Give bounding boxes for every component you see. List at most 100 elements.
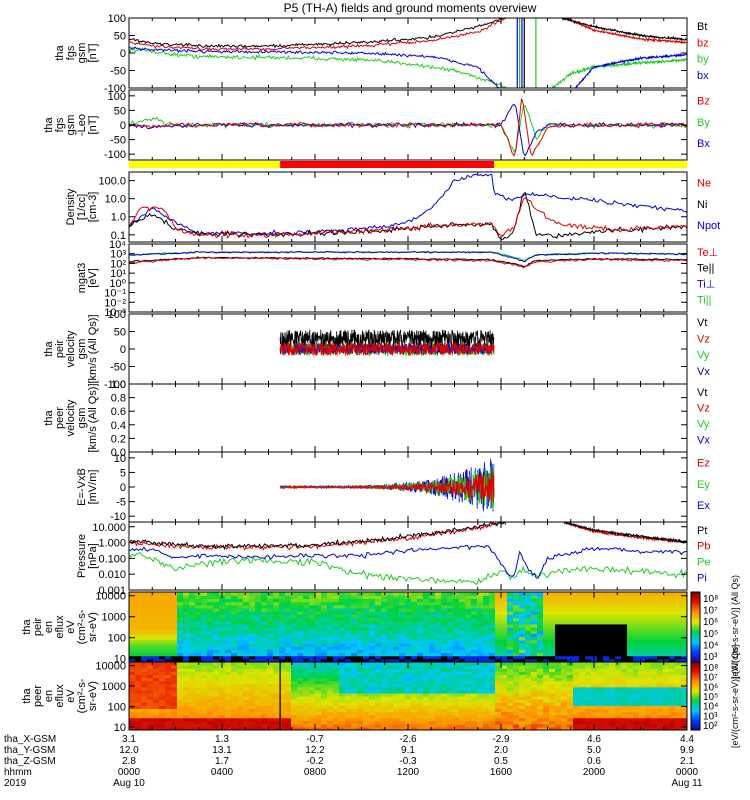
spectrogram-cell [633,598,640,603]
spectrogram-cell [579,639,586,644]
spectrogram-cell [171,639,178,644]
spectrogram-cell [303,611,310,615]
spectrogram-cell [195,668,202,672]
spectrogram-cell [663,598,670,603]
spectrogram-cell [681,604,687,609]
spectrogram-cell [417,646,424,650]
spectrogram-cell [231,680,238,685]
spectrogram-cell [561,617,568,622]
spectrogram-cell [471,646,478,650]
spectrogram-cell [489,696,496,700]
y-axis-label: [nPa] [87,543,99,569]
spectrogram-cell [183,620,190,625]
spectrogram-cell [315,714,322,719]
spectrogram-cell [177,627,184,631]
spectrogram-cell [309,604,316,609]
spectrogram-cell [261,662,268,666]
spectrogram-cell [453,683,460,688]
spectrogram-cell [213,683,220,688]
spectrogram-cell [531,717,538,722]
spectrogram-cell [561,705,568,709]
spectrogram-cell [615,692,622,697]
spectrogram-cell [369,607,376,612]
spectrogram-cell [447,639,454,644]
spectrogram-cell [513,617,520,622]
spectrogram-cell [489,655,496,660]
spectrogram-cell [513,620,520,625]
spectrogram-cell [333,595,340,599]
spectrogram-cell [549,708,556,713]
spectrogram-cell [363,726,370,730]
spectrogram-cell [267,714,274,719]
spectrogram-cell [579,717,586,722]
spectrogram-cell [381,620,388,625]
spectrogram-cell [555,595,562,599]
spectrogram-cell [645,598,652,603]
spectrogram-cell [423,655,430,660]
spectrogram-cell [345,617,352,622]
spectrogram-cell [573,614,580,619]
spectrogram-cell [291,699,298,703]
spectrogram-cell [327,665,334,669]
spectrogram-cell [279,630,286,634]
spectrogram-cell [171,630,178,634]
spectrogram-cell [621,655,628,660]
spectrogram-cell [219,652,226,657]
spectrogram-cell [537,611,544,615]
spectrogram-cell [639,717,646,722]
legend-entry-vy: Vy [697,350,710,362]
spectrogram-cell [153,723,160,728]
spectrogram-cell [345,630,352,634]
spectrogram-cell [261,665,268,669]
spectrogram-cell [363,668,370,672]
spectrogram-cell [513,649,520,654]
spectrogram-cell [279,671,286,675]
spectrogram-cell [327,598,334,603]
spectrogram-cell [303,696,310,700]
spectrogram-cell [159,714,166,719]
spectrogram-cell [489,723,496,728]
legend-entry-vz: Vz [697,333,710,345]
spectrogram-cell [597,699,604,703]
spectrogram-cell [627,623,634,628]
spectrogram-cell [399,717,406,722]
spectrogram-cell [195,714,202,719]
spectrogram-cell [549,595,556,599]
series-line-green [129,47,508,88]
spectrogram-cell [435,702,442,706]
spectrogram-cell [297,655,304,660]
spectrogram-cell [585,607,592,612]
spectrogram-cell [525,611,532,615]
spectrogram-cell [495,702,502,706]
spectrogram-cell [657,696,664,700]
spectrogram-cell [189,614,196,619]
spectrogram-cell [405,642,412,647]
spectrogram-cell [615,671,622,675]
spectrogram-cell [297,627,304,631]
spectrogram-cell [441,726,448,730]
spectrogram-cell [423,649,430,654]
spectrogram-cell [261,714,268,719]
spectrogram-cell [585,601,592,606]
spectrogram-cell [597,705,604,709]
spectrogram-cell [573,652,580,657]
spectrogram-cell [309,592,316,596]
spectrogram-cell [531,683,538,688]
spectrogram-cell [321,674,328,679]
spectrogram-cell [303,595,310,599]
spectrogram-cell [147,633,154,638]
spectrogram-cell [273,617,280,622]
spectrogram-cell [531,604,538,609]
spectrogram-cell [177,601,184,606]
y-tick-label: 10 [114,453,126,465]
spectrogram-cell [507,623,514,628]
spectrogram-cell [315,652,322,657]
spectrogram-cell [567,674,574,679]
spectrogram-cell [285,607,292,612]
spectrogram-cell [561,680,568,685]
spectrogram-cell [363,674,370,679]
spectrogram-cell [285,611,292,615]
spectrogram-cell [537,639,544,644]
spectrogram-cell [549,639,556,644]
